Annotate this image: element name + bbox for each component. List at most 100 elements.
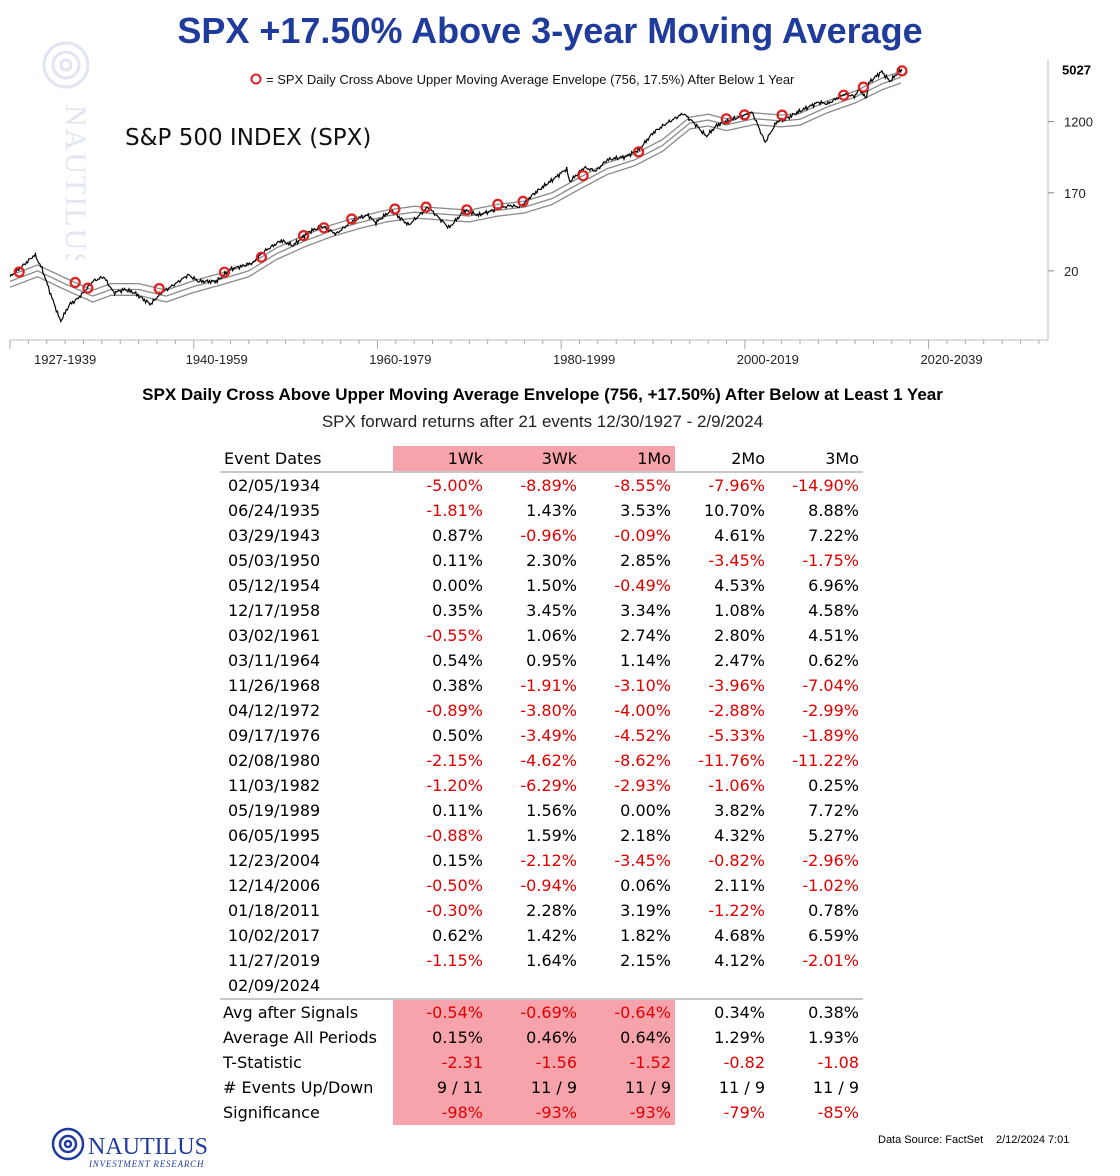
return-cell: 1.59% [526, 826, 577, 845]
table-row: 11/27/2019 -1.15% 1.64% 2.15% 4.12% -2.01% [220, 948, 863, 973]
return-cell: 0.64% [581, 1025, 675, 1050]
return-cell: -1.91% [520, 676, 577, 695]
return-cell: 0.25% [808, 776, 859, 795]
return-cell: -4.52% [614, 726, 671, 745]
return-cell: 4.12% [714, 951, 765, 970]
return-cell: -8.55% [614, 476, 671, 495]
return-cell: -1.22% [708, 901, 765, 920]
signal-marker [318, 222, 330, 234]
event-date: 03/29/1943 [228, 526, 321, 545]
signal-marker [492, 198, 504, 210]
summary-label: Avg after Signals [220, 998, 393, 1025]
return-cell: 1.08% [714, 601, 765, 620]
header-event-dates: Event Dates [220, 446, 393, 473]
return-cell: 3.53% [620, 501, 671, 520]
spx-price-line [9, 67, 903, 323]
return-cell [487, 973, 581, 999]
summary-row: Average All Periods 0.15% 0.46% 0.64% 1.29% 1… [220, 1025, 863, 1050]
return-cell: -0.54% [393, 998, 487, 1025]
return-cell: -11.76% [698, 751, 765, 770]
table-row: 02/09/2024 [220, 973, 863, 999]
event-date: 05/03/1950 [228, 551, 321, 570]
signal-marker [738, 109, 751, 121]
table-header-row: Event Dates 1Wk 3Wk 1Mo 2Mo 3Mo [220, 446, 863, 473]
signal-marker [389, 203, 401, 215]
event-date: 01/18/2011 [228, 901, 321, 920]
return-cell: 3.45% [526, 601, 577, 620]
return-cell: -8.62% [614, 751, 671, 770]
return-cell: -1.20% [426, 776, 483, 795]
return-cell: -4.00% [614, 701, 671, 720]
return-cell: 3.82% [714, 801, 765, 820]
table-row: 12/14/2006 -0.50% -0.94% 0.06% 2.11% -1.02% [220, 873, 863, 898]
signal-marker [82, 282, 94, 294]
header-1wk: 1Wk [393, 446, 487, 473]
return-cell: -1.56 [487, 1050, 581, 1075]
return-cell: 0.38% [432, 676, 483, 695]
signal-marker [896, 65, 908, 77]
table-row: 05/19/1989 0.11% 1.56% 0.00% 3.82% 7.72% [220, 798, 863, 823]
return-cell: 2.30% [526, 551, 577, 570]
table-row: 03/29/1943 0.87% -0.96% -0.09% 4.61% 7.22% [220, 523, 863, 548]
data-source: Data Source: FactSet [878, 1134, 984, 1146]
x-tick-label: 2000-2019 [737, 352, 799, 367]
return-cell: 0.15% [393, 1025, 487, 1050]
table-row: 11/03/1982 -1.20% -6.29% -2.93% -1.06% 0.25% [220, 773, 863, 798]
return-cell: -0.30% [426, 901, 483, 920]
return-cell: 4.51% [808, 626, 859, 645]
x-tick-label: 1980-1999 [553, 352, 615, 367]
event-date: 05/19/1989 [228, 801, 321, 820]
chart-inner-label: S&P 500 INDEX (SPX) [125, 125, 371, 151]
return-cell: -1.89% [802, 726, 859, 745]
return-cell: 4.68% [714, 926, 765, 945]
return-cell: -7.96% [708, 476, 765, 495]
signal-marker [298, 230, 310, 242]
return-cell: 0.34% [675, 998, 769, 1025]
signal-marker [632, 146, 645, 158]
return-cell [581, 973, 675, 999]
return-cell: -85% [817, 1103, 859, 1122]
return-cell: 1.06% [526, 626, 577, 645]
return-cell: -1.06% [708, 776, 765, 795]
signal-marker [720, 113, 732, 125]
signal-marker [218, 266, 230, 278]
return-cell: 1.14% [620, 651, 671, 670]
x-tick-label: 1960-1979 [369, 352, 431, 367]
return-cell: 0.78% [808, 901, 859, 920]
event-date: 12/17/1958 [228, 601, 321, 620]
signal-marker [517, 195, 529, 207]
return-cell: 2.11% [714, 876, 765, 895]
return-cell: -2.99% [802, 701, 859, 720]
return-cell: -0.82 [723, 1053, 765, 1072]
signal-marker [838, 89, 850, 101]
return-cell: -0.49% [614, 576, 671, 595]
event-date: 02/08/1980 [228, 751, 321, 770]
return-cell: 11 / 9 [487, 1075, 581, 1100]
nautilus-footer-logo: NAUTILUS INVESTMENT RESEARCH [51, 1127, 208, 1169]
return-cell: 11 / 9 [812, 1078, 859, 1097]
event-date: 02/09/2024 [228, 976, 321, 995]
table-row: 12/23/2004 0.15% -2.12% -3.45% -0.82% -2.96% [220, 848, 863, 873]
legend-text: = SPX Daily Cross Above Upper Moving Ave… [266, 72, 795, 87]
table-row: 09/17/1976 0.50% -3.49% -4.52% -5.33% -1.89% [220, 723, 863, 748]
return-cell: 0.11% [432, 551, 483, 570]
event-date: 11/26/1968 [228, 676, 321, 695]
event-date: 02/05/1934 [228, 476, 321, 495]
table-row: 05/12/1954 0.00% 1.50% -0.49% 4.53% 6.96% [220, 573, 863, 598]
return-cell: -1.81% [426, 501, 483, 520]
return-cell: -5.33% [708, 726, 765, 745]
return-cell: 6.59% [808, 926, 859, 945]
return-cell: -3.10% [614, 676, 671, 695]
return-cell: -14.90% [792, 476, 859, 495]
return-cell: -1.02% [802, 876, 859, 895]
return-cell: 3.34% [620, 601, 671, 620]
return-cell: 1.43% [526, 501, 577, 520]
summary-row: Avg after Signals -0.54% -0.69% -0.64% 0.34%… [220, 998, 863, 1025]
return-cell: 8.88% [808, 501, 859, 520]
return-cell: 4.61% [714, 526, 765, 545]
return-cell: -5.00% [426, 476, 483, 495]
table-row: 12/17/1958 0.35% 3.45% 3.34% 1.08% 4.58% [220, 598, 863, 623]
header-3wk: 3Wk [487, 446, 581, 473]
return-cell: -0.50% [426, 876, 483, 895]
header-1mo: 1Mo [581, 446, 675, 473]
